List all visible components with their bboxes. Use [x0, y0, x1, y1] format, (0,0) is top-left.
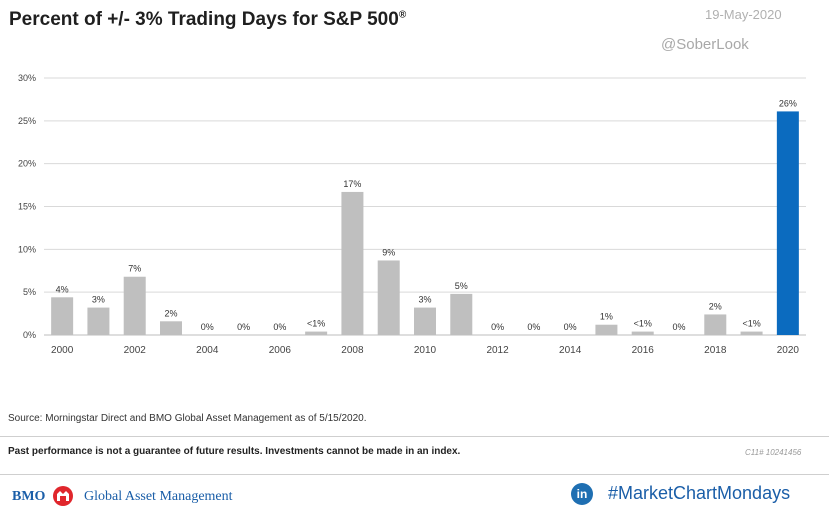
x-tick-label: 2012 — [486, 345, 509, 356]
x-tick-label: 2010 — [414, 345, 437, 356]
bar — [87, 307, 110, 335]
y-tick-label: 15% — [18, 202, 36, 212]
data-label: <1% — [742, 319, 760, 329]
bar — [305, 331, 328, 335]
x-tick-label: 2020 — [777, 345, 800, 356]
y-tick-label: 20% — [18, 159, 36, 169]
data-label: 0% — [672, 322, 685, 332]
bar — [160, 321, 182, 335]
compliance-code: C11# 10241456 — [745, 448, 802, 457]
footer: BMO Global Asset Management in #MarketCh… — [0, 476, 829, 510]
x-tick-label: 2014 — [559, 345, 582, 356]
data-label: 2% — [164, 308, 177, 318]
data-label: 0% — [564, 322, 577, 332]
chart-title: Percent of +/- 3% Trading Days for S&P 5… — [9, 9, 406, 31]
x-tick-label: 2018 — [704, 345, 727, 356]
bar — [704, 314, 727, 335]
y-tick-label: 25% — [18, 116, 36, 126]
footer-divider — [0, 474, 829, 475]
y-tick-label: 5% — [23, 287, 36, 297]
bar — [414, 307, 436, 335]
y-tick-label: 10% — [18, 244, 36, 254]
bar — [740, 331, 763, 335]
x-tick-label: 2000 — [51, 345, 74, 356]
data-label: 0% — [273, 322, 286, 332]
data-label: 2% — [709, 301, 722, 311]
registered-mark: ® — [398, 9, 407, 21]
x-tick-label: 2008 — [341, 345, 364, 356]
data-label: 9% — [382, 247, 395, 257]
date-label: 19-May-2020 — [705, 7, 782, 22]
data-label: 0% — [237, 322, 250, 332]
data-label: 7% — [128, 264, 141, 274]
divider-line — [0, 436, 829, 437]
company-name: Global Asset Management — [84, 489, 233, 504]
x-tick-label: 2004 — [196, 345, 219, 356]
bar — [377, 260, 400, 335]
data-label: <1% — [634, 319, 652, 329]
x-tick-label: 2002 — [124, 345, 147, 356]
y-tick-label: 30% — [18, 73, 36, 83]
data-label: 1% — [600, 312, 613, 322]
data-label: 0% — [527, 322, 540, 332]
linkedin-icon[interactable]: in — [571, 483, 593, 505]
x-tick-label: 2016 — [632, 345, 655, 356]
bar-chart: 0% 5% 10% 15% 20% 25% 30% 4% 2000 3% 7% 2002 2% 0% 200… — [18, 73, 806, 356]
bar — [450, 293, 473, 335]
data-label: 3% — [418, 295, 431, 305]
brand-name: BMO — [12, 489, 46, 504]
disclaimer-text: Past performance is not a guarantee of f… — [8, 446, 461, 457]
bar — [123, 276, 146, 335]
data-label: 4% — [56, 284, 69, 294]
data-label: 17% — [343, 179, 361, 189]
bar — [776, 111, 799, 335]
author-handle: @SoberLook — [661, 36, 749, 53]
bar — [341, 191, 364, 335]
data-label: 0% — [201, 322, 214, 332]
chart-title-text: Percent of +/- 3% Trading Days for S&P 5… — [9, 9, 399, 30]
y-tick-label: 0% — [23, 330, 36, 340]
data-label: <1% — [307, 319, 325, 329]
hashtag-link[interactable]: #MarketChartMondays — [608, 483, 791, 503]
bmo-logo-icon — [53, 486, 73, 506]
bar — [595, 324, 618, 335]
data-label: 5% — [455, 281, 468, 291]
x-tick-label: 2006 — [269, 345, 292, 356]
data-label: 0% — [491, 322, 504, 332]
data-label: 3% — [92, 295, 105, 305]
bar — [631, 331, 654, 335]
data-label: 26% — [779, 98, 797, 108]
bar — [51, 297, 74, 335]
source-note: Source: Morningstar Direct and BMO Globa… — [8, 413, 367, 424]
